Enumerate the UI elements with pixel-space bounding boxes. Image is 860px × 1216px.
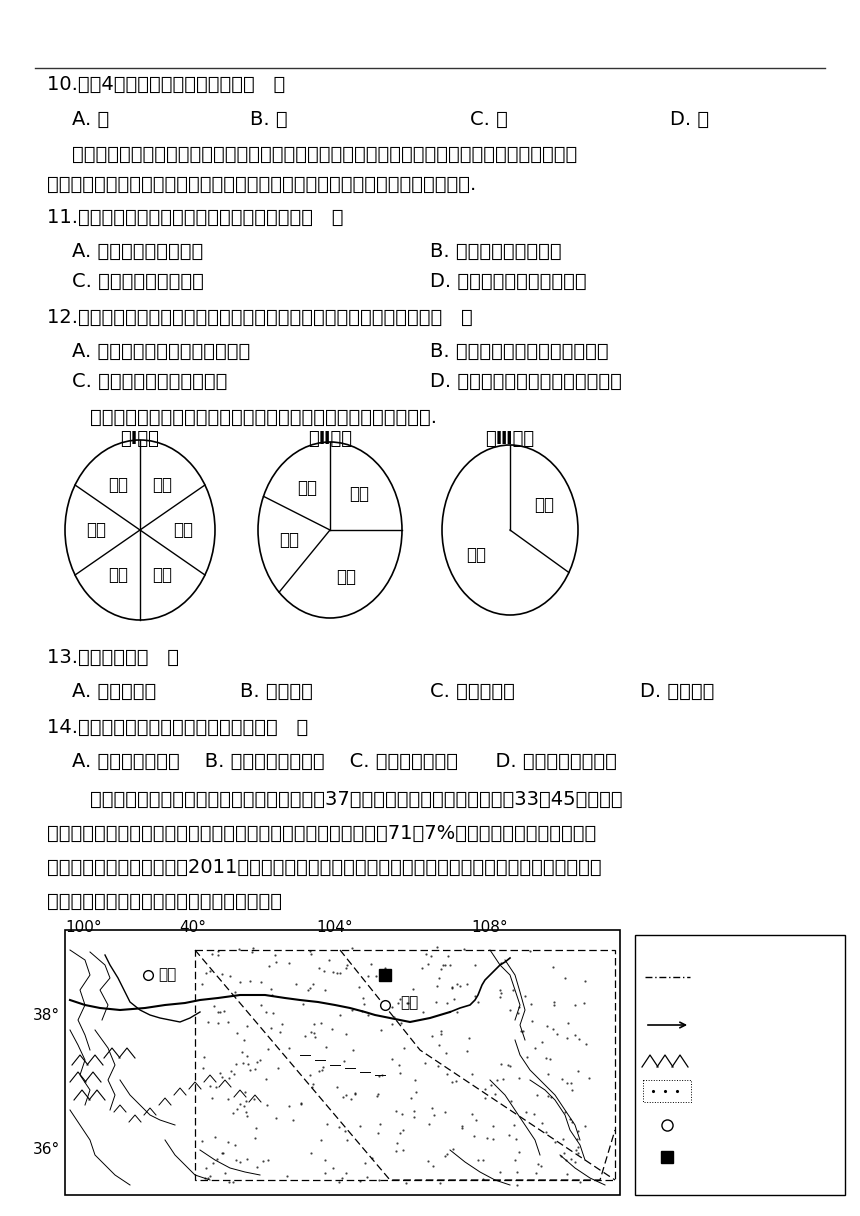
Text: 水稻: 水稻 xyxy=(336,568,356,586)
Text: 38°: 38° xyxy=(33,1008,60,1023)
Text: C. 当地水土缺盐，以辣代盐: C. 当地水土缺盐，以辣代盐 xyxy=(72,372,227,392)
Bar xyxy=(643,1080,691,1102)
Text: 山脉: 山脉 xyxy=(695,1049,713,1065)
Bar xyxy=(65,930,620,1195)
Text: 甘薯: 甘薯 xyxy=(174,520,194,539)
Text: A. 当地多雨潮湿，食辣可祛风湿: A. 当地多雨潮湿，食辣可祛风湿 xyxy=(72,342,250,361)
Text: 甘蔗: 甘蔗 xyxy=(87,520,107,539)
Text: 蔬菜: 蔬菜 xyxy=(279,531,299,548)
Text: A. 甲: A. 甲 xyxy=(72,109,109,129)
Text: 城市: 城市 xyxy=(695,1118,713,1133)
Ellipse shape xyxy=(258,441,402,618)
Text: 40°: 40° xyxy=(180,921,206,935)
Text: B. 制造空间，利于采光: B. 制造空间，利于采光 xyxy=(430,242,562,261)
Ellipse shape xyxy=(442,445,578,615)
Text: 11.湘西多采用吊脚楼的建筑形式，主要原因是（   ）: 11.湘西多采用吊脚楼的建筑形式，主要原因是（ ） xyxy=(47,208,343,227)
Text: 乌海市地处内蒙古西部黄河上游，已探明矿藏37种，其中煤炭资源累计查明储量33．45亿吨，以: 乌海市地处内蒙古西部黄河上游，已探明矿藏37种，其中煤炭资源累计查明储量33．4… xyxy=(65,790,623,809)
Text: 花卉: 花卉 xyxy=(534,496,554,514)
Text: 第Ⅱ阶段: 第Ⅱ阶段 xyxy=(308,430,352,447)
Text: B. 当地高温，重油重辣便于保存: B. 当地高温，重油重辣便于保存 xyxy=(430,342,609,361)
Text: A. 珠江三角洲: A. 珠江三角洲 xyxy=(72,682,157,700)
Text: 优质焦煤为主，是国家重要的煤炭基地。乌海市第二产业比重高达71．7%，以煤炭、化工、电力、特: 优质焦煤为主，是国家重要的煤炭基地。乌海市第二产业比重高达71．7%，以煤炭、化… xyxy=(47,824,596,843)
Text: 等。湘西地形以低山、丘陵为主，民居吊脚楼是中国建筑艺术瑰宝。完成下面小题.: 等。湘西地形以低山、丘陵为主，民居吊脚楼是中国建筑艺术瑰宝。完成下面小题. xyxy=(47,175,476,195)
Text: 养殖: 养殖 xyxy=(151,475,172,494)
Text: 养殖: 养殖 xyxy=(349,485,370,503)
Text: 色冶金等资源型产业为主。2011年乌海市被列入全国第三批资源枯竭型城市，走上了产业转型之路。下: 色冶金等资源型产业为主。2011年乌海市被列入全国第三批资源枯竭型城市，走上了产… xyxy=(47,858,602,877)
Text: D. 地形崎岖，开挖地基不易: D. 地形崎岖，开挖地基不易 xyxy=(430,272,587,291)
Text: 104°: 104° xyxy=(316,921,353,935)
Text: 河流: 河流 xyxy=(695,1017,713,1032)
Text: 花卉: 花卉 xyxy=(108,475,128,494)
Text: D. 三江平原: D. 三江平原 xyxy=(640,682,715,700)
Text: 100°: 100° xyxy=(65,921,101,935)
Text: 下图为我国某地区农业土地利用变迁过程图。读图，完成下面小题.: 下图为我国某地区农业土地利用变迁过程图。读图，完成下面小题. xyxy=(65,409,437,427)
Text: 12.湘菜是中国历史悠久的八大菜系之一，以辣著称，其最主要的原因是（   ）: 12.湘菜是中国历史悠久的八大菜系之一，以辣著称，其最主要的原因是（ ） xyxy=(47,308,473,327)
Text: B. 乙: B. 乙 xyxy=(250,109,287,129)
Bar xyxy=(635,935,845,1195)
Text: C. 黄河三角洲: C. 黄河三角洲 xyxy=(430,682,515,700)
Text: A. 灌溉技术的提高    B. 劳动力素质的提高    C. 市场需求的变化      D. 农作物品种的改良: A. 灌溉技术的提高 B. 劳动力素质的提高 C. 市场需求的变化 D. 农作物… xyxy=(72,751,617,771)
Text: 地域文化对城市的影响非常广泛，包括城市建筑、交通工具、道路及饮食、服饰、居民心理、习俗: 地域文化对城市的影响非常广泛，包括城市建筑、交通工具、道路及饮食、服饰、居民心理… xyxy=(47,145,577,164)
Text: D. 丁: D. 丁 xyxy=(670,109,710,129)
Text: A. 远离地面，防寒保暖: A. 远离地面，防寒保暖 xyxy=(72,242,203,261)
Text: C. 依河而建，便于运输: C. 依河而建，便于运输 xyxy=(72,272,204,291)
Text: 花卉: 花卉 xyxy=(297,479,316,496)
Text: 张掖: 张掖 xyxy=(158,968,176,983)
Text: 煤炭: 煤炭 xyxy=(695,1150,713,1165)
Text: 14.该地区土地利用变迁的最主要原因是（   ）: 14.该地区土地利用变迁的最主要原因是（ ） xyxy=(47,717,308,737)
Text: 省区
界线: 省区 界线 xyxy=(695,970,713,1002)
Text: 第Ⅰ阶段: 第Ⅰ阶段 xyxy=(120,430,159,447)
Text: 36°: 36° xyxy=(33,1143,60,1158)
Text: 图示意乌海市地理位置。据此完成下面小题。: 图示意乌海市地理位置。据此完成下面小题。 xyxy=(47,893,282,911)
Text: 108°: 108° xyxy=(471,921,508,935)
Text: 蔬菜: 蔬菜 xyxy=(108,567,128,584)
Text: 沙漠: 沙漠 xyxy=(695,1083,713,1098)
Text: 10.图中4个国家可能代表我国的是（   ）: 10.图中4个国家可能代表我国的是（ ） xyxy=(47,75,286,94)
Text: 第Ⅲ阶段: 第Ⅲ阶段 xyxy=(485,430,535,447)
Text: 蔬菜: 蔬菜 xyxy=(466,546,486,564)
Text: 水稻: 水稻 xyxy=(151,567,172,584)
Text: 乌海: 乌海 xyxy=(400,996,418,1010)
Bar xyxy=(195,950,615,1180)
Text: C. 丙: C. 丙 xyxy=(470,109,508,129)
Text: 图例: 图例 xyxy=(729,940,751,958)
Text: 13.该地区位于（   ）: 13.该地区位于（ ） xyxy=(47,648,179,668)
Text: D. 当地原产且盛产辣椒，原料丰富: D. 当地原产且盛产辣椒，原料丰富 xyxy=(430,372,622,392)
Text: B. 江淮平原: B. 江淮平原 xyxy=(240,682,313,700)
Ellipse shape xyxy=(65,440,215,620)
